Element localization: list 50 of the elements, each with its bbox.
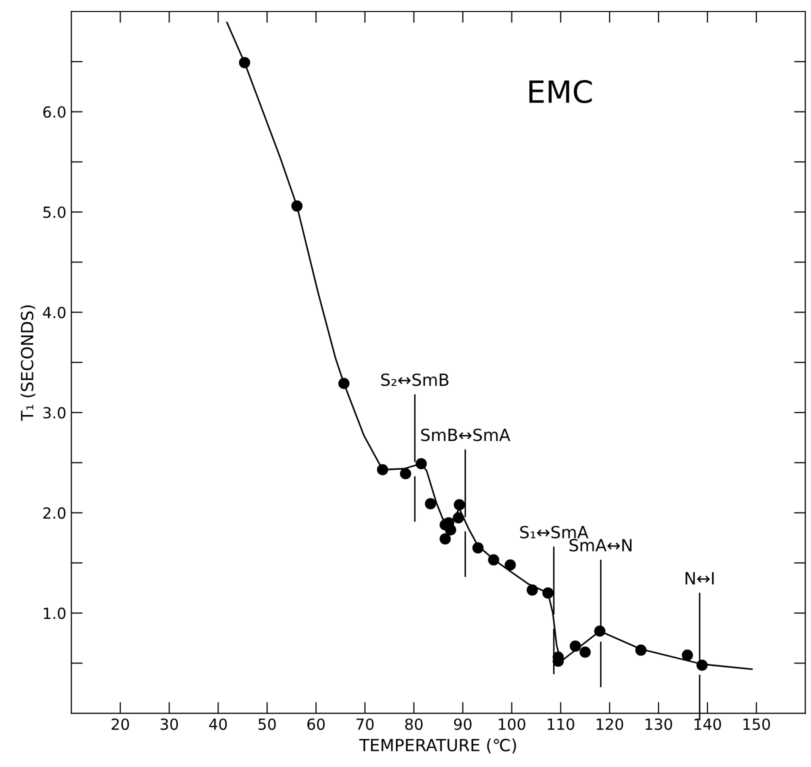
annotation: EMC: [529, 80, 592, 104]
annotation: S₁↔SmA: [520, 526, 588, 538]
annotation: SmA↔N: [570, 538, 632, 552]
point: [504, 559, 516, 571]
point: [696, 660, 708, 671]
x-tick-label: 150: [743, 718, 770, 730]
point: [526, 584, 538, 596]
y-tick-label: 1.0: [44, 608, 66, 620]
x-tick-label: 30: [160, 718, 178, 730]
point: [452, 512, 464, 524]
y-tick-label: 2.0: [43, 507, 66, 519]
point: [682, 650, 694, 661]
annotation: SmB↔SmA: [421, 428, 510, 442]
point: [454, 499, 465, 510]
x-tick-label: 100: [498, 718, 526, 730]
point: [400, 468, 412, 480]
point: [580, 646, 591, 658]
point: [376, 464, 388, 476]
point: [424, 498, 436, 510]
x-tick-label: 20: [112, 718, 130, 730]
x-tick-label: 140: [694, 718, 722, 730]
annotation: N↔I: [686, 572, 714, 584]
point: [444, 524, 456, 536]
y-tick-label: 5.0: [43, 206, 66, 218]
y-axis-title: T₁ (SECONDS): [20, 305, 36, 421]
x-tick-label: 40: [209, 718, 227, 730]
point: [416, 458, 427, 470]
annotation: S₂↔SmB: [381, 373, 448, 386]
x-axis-title: TEMPERATURE (℃): [359, 738, 516, 754]
point: [594, 625, 606, 637]
point: [440, 533, 451, 544]
point: [488, 554, 500, 566]
point: [570, 640, 581, 652]
point: [542, 587, 554, 599]
x-tick-label: 110: [548, 718, 574, 730]
y-tick-label: 6.0: [43, 106, 66, 118]
x-tick-label: 90: [454, 718, 472, 730]
x-tick-label: 60: [307, 718, 325, 730]
point: [338, 378, 350, 390]
point: [472, 542, 484, 554]
point: [238, 57, 250, 68]
point: [635, 644, 647, 656]
point: [291, 200, 303, 212]
x-tick-label: 50: [258, 718, 276, 730]
y-tick-label: 3.0: [43, 407, 66, 419]
x-tick-label: 80: [405, 718, 423, 730]
y-tick-label: 4.0: [42, 306, 66, 318]
x-tick-label: 120: [596, 718, 624, 730]
x-tick-label: 130: [646, 718, 672, 730]
x-tick-label: 70: [356, 718, 374, 730]
